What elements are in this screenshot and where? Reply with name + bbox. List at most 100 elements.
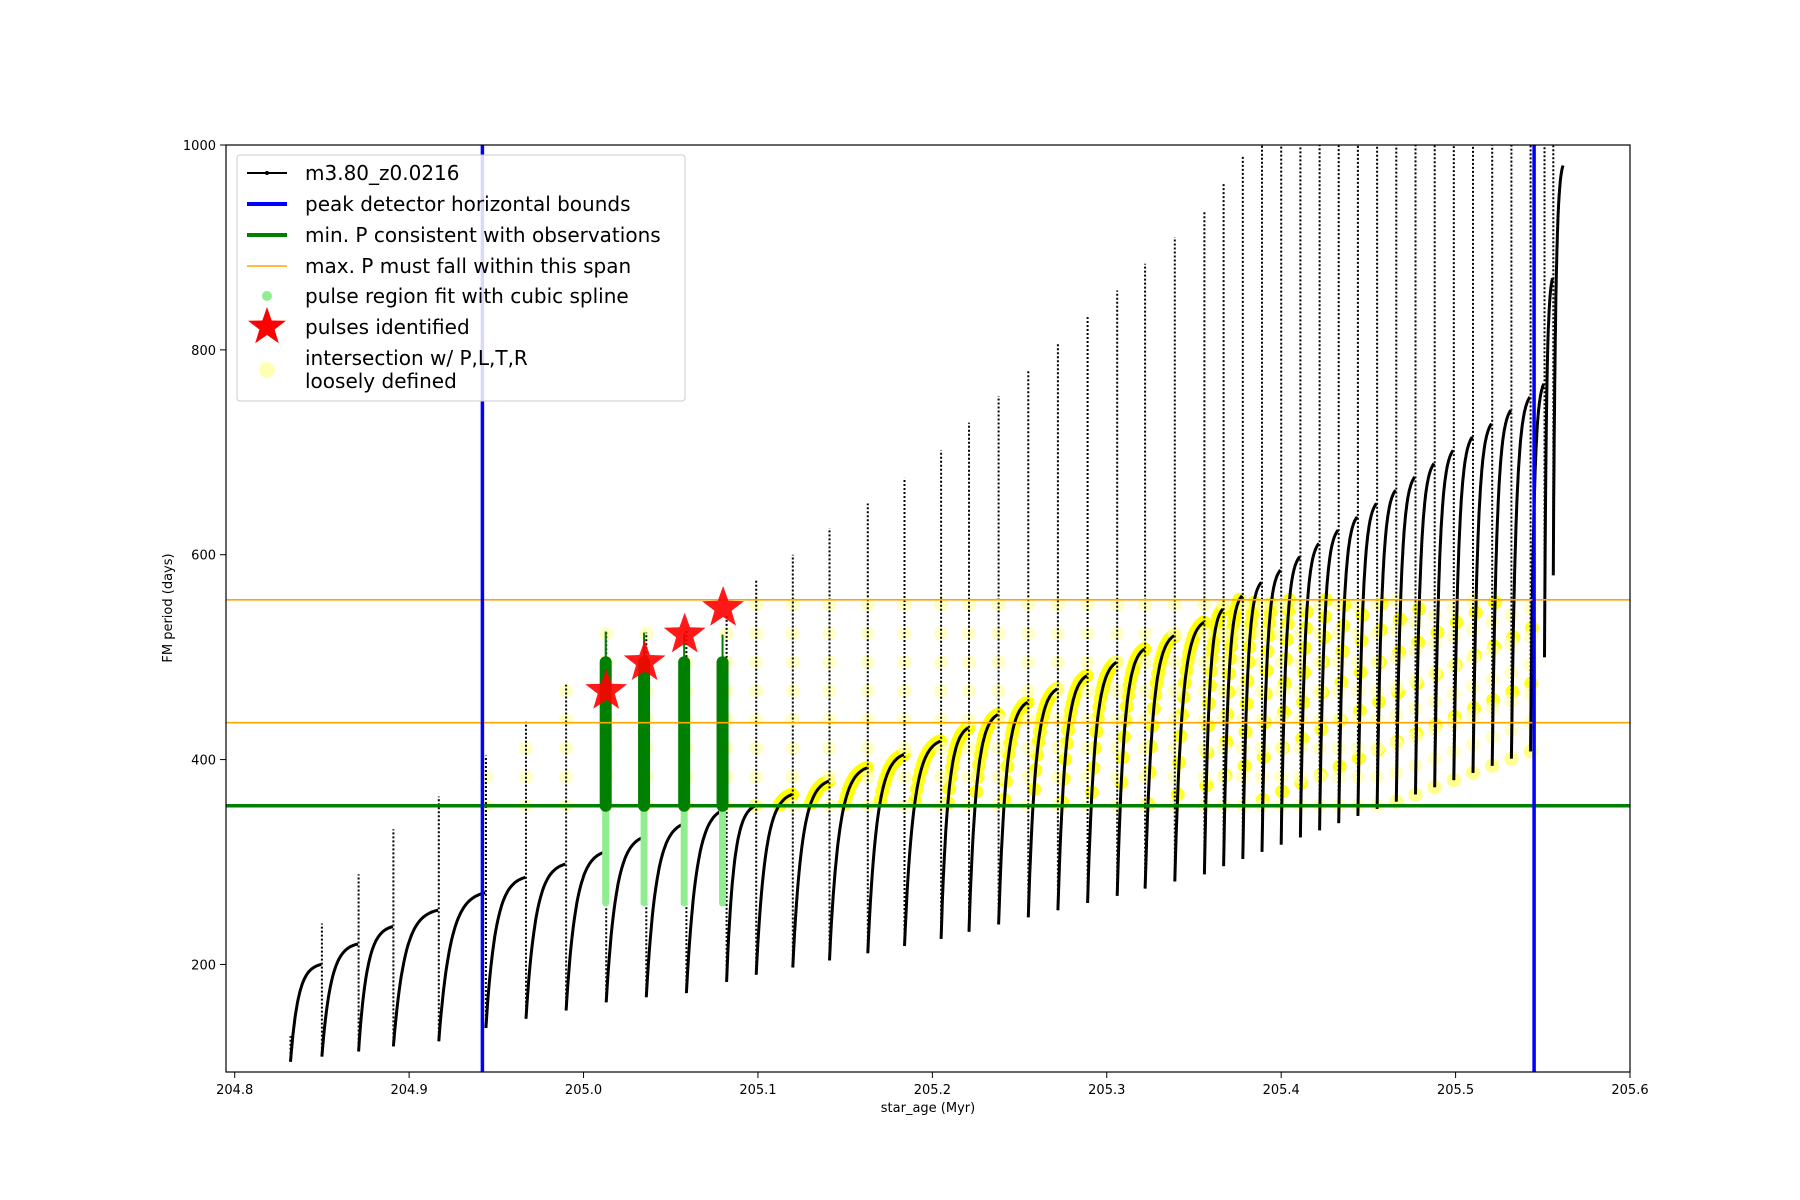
intersection-marker-loose [1331, 597, 1346, 612]
model-curve-segment [1394, 475, 1416, 802]
intersection-marker-loose [1167, 655, 1182, 670]
model-curve-segment [1375, 489, 1397, 809]
intersection-marker-loose [1138, 626, 1153, 641]
model-curve-segment [754, 793, 793, 975]
intersection-marker-loose [1110, 741, 1125, 756]
legend-entry-bounds-label: peak detector horizontal bounds [305, 192, 631, 216]
y-axis: 200 400 600 800 1000 [183, 139, 226, 973]
intersection-marker-loose [1255, 597, 1269, 612]
y-tick-label: 1000 [183, 139, 216, 154]
model-curve-segment [1551, 165, 1565, 576]
intersection-marker-loose [785, 741, 800, 756]
model-curve-segment [828, 766, 868, 961]
intersection-marker-loose [991, 626, 1006, 641]
intersection-marker-loose [1138, 655, 1153, 670]
model-curve-segment [391, 908, 439, 1047]
intersection-marker-loose [1466, 651, 1480, 666]
y-axis-label: FM period (days) [161, 553, 176, 662]
intersection-marker-loose [1216, 655, 1231, 670]
legend-entry-intersection-label: loosely defined [305, 369, 457, 393]
model-curve-segment [1260, 569, 1282, 852]
legend-entry-min_p-label: min. P consistent with observations [305, 223, 661, 247]
y-tick-label: 800 [191, 344, 216, 359]
legend-entry-pulse-swatch [248, 307, 286, 344]
legend-box [236, 154, 686, 402]
intersection-marker-loose [860, 655, 875, 670]
model-curve-segment [791, 779, 830, 968]
intersection-marker-loose [1080, 741, 1095, 756]
intersection-marker-loose [749, 741, 764, 756]
intersection-marker-loose [1255, 626, 1269, 641]
intersection-marker-loose [1110, 626, 1125, 641]
intersection-marker-loose [785, 597, 800, 612]
model-curve-segment [1115, 647, 1146, 896]
y-tick-label: 200 [191, 958, 216, 973]
legend-entry-intersection-swatch [259, 362, 275, 378]
y-tick-label: 600 [191, 549, 216, 564]
x-tick-label: 205.3 [1088, 1083, 1125, 1098]
legend-entry-intersection-label: intersection w/ P,L,T,R [305, 346, 528, 370]
model-curve-segment [604, 834, 647, 1003]
x-tick-label: 204.8 [216, 1083, 253, 1098]
model-curve-segment [437, 891, 486, 1042]
x-tick-label: 205.2 [914, 1083, 951, 1098]
model-curve-segment [524, 862, 566, 1019]
intersection-marker-loose [1274, 626, 1289, 641]
intersection-marker-loose [1427, 665, 1442, 680]
model-curve-segment [289, 962, 322, 1062]
model-curve-segment [1509, 396, 1532, 759]
x-tick-label: 205.1 [739, 1083, 776, 1098]
model-curve-segment [939, 726, 970, 939]
intersection-marker-loose [785, 770, 800, 784]
model-curve-segment [1143, 634, 1175, 889]
legend-entry-spline-swatch [262, 291, 272, 301]
intersection-marker-loose [1408, 672, 1423, 687]
model-curve-segment [1356, 502, 1378, 816]
x-tick-label: 204.9 [391, 1083, 428, 1098]
intersection-marker-loose [1446, 658, 1461, 673]
intersection-marker-loose [822, 770, 837, 784]
model-curve-segment [1173, 621, 1205, 882]
intersection-marker-loose [1021, 684, 1036, 698]
x-axis-label: star_age (Myr) [881, 1101, 975, 1116]
intersection-marker-loose [962, 741, 976, 756]
model-curve-segment [1452, 436, 1474, 781]
intersection-marker-loose [962, 626, 976, 641]
model-curve-segment [1337, 515, 1359, 824]
intersection-marker-loose [1274, 597, 1289, 612]
pulse-star [585, 669, 628, 709]
model-curve-segment [1086, 660, 1118, 904]
intersection-marker-loose [519, 741, 533, 756]
x-tick-label: 205.0 [565, 1083, 602, 1098]
model-curve-segment [1543, 277, 1555, 658]
model-curve-segment [997, 700, 1029, 925]
pulses-layer [585, 586, 744, 709]
intersection-marker-loose [991, 770, 1006, 784]
model-curve-segment [1202, 608, 1225, 875]
intersection-marker-loose [1504, 636, 1519, 651]
intersection-marker-loose [897, 684, 912, 698]
intersection-marker-loose [639, 626, 654, 641]
intersection-marker-loose [1293, 626, 1308, 641]
model-curve-segment [320, 942, 359, 1057]
intersection-marker-loose [897, 655, 912, 670]
plot-frame [225, 144, 1631, 1073]
intersection-marker-loose [1050, 655, 1065, 670]
intersection-marker-loose [860, 684, 875, 698]
model-curve-segment [1298, 542, 1320, 838]
model-curve-segment [1414, 462, 1436, 795]
intersection-marker-loose [1485, 644, 1500, 658]
intersection-marker-loose [991, 655, 1006, 670]
legend-entry-model-label: m3.80_z0.0216 [305, 161, 460, 185]
intersection-marker-loose [559, 684, 574, 698]
model-curve-segment [866, 753, 905, 954]
intersection-marker-loose [1021, 655, 1036, 670]
legend-entry-pulse-label: pulses identified [305, 315, 470, 339]
legend-entry-model-marker [265, 171, 269, 175]
plot-area [226, 145, 1630, 1072]
model-curve-segment [1433, 449, 1455, 788]
model-curve-segment [725, 804, 757, 982]
intersection-marker-loose [1021, 626, 1036, 641]
intersection-marker-loose [934, 684, 949, 698]
